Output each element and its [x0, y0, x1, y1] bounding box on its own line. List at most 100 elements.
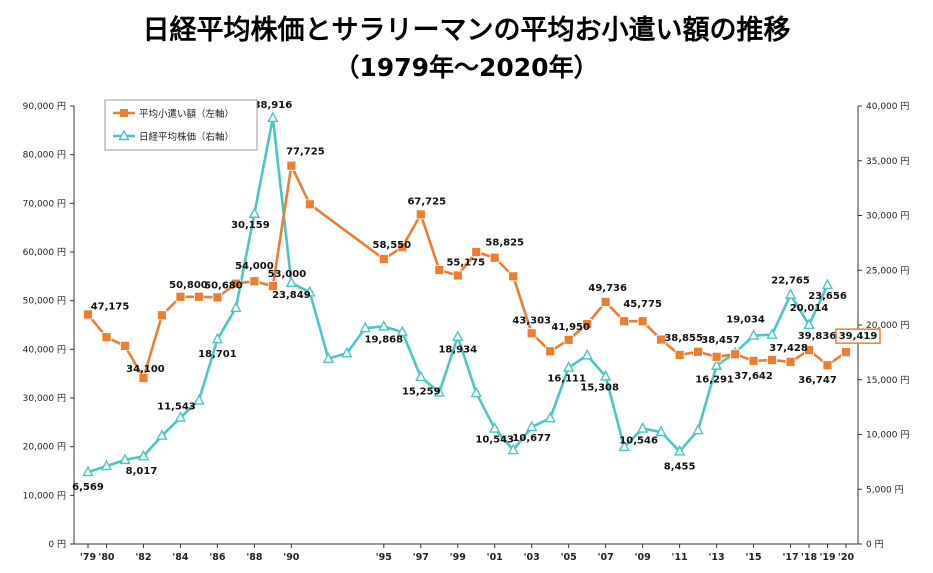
nikkei-point [267, 111, 279, 123]
allowance-point [415, 209, 426, 220]
nikkei-point [415, 370, 427, 382]
nikkei-point [766, 328, 778, 339]
allowance-data-label: 38,457 [701, 335, 740, 346]
allowance-point [175, 291, 186, 302]
nikkei-point [784, 288, 797, 299]
allowance-data-label: 58,550 [373, 240, 412, 251]
left-axis-tick-label: 0 円 [48, 539, 66, 550]
x-axis-tick-label: '80 [98, 552, 115, 563]
allowance-point [748, 355, 759, 366]
nikkei-point [599, 369, 612, 381]
nikkei-data-label: 10,543 [475, 435, 514, 446]
nikkei-data-label: 8,455 [664, 461, 696, 472]
left-axis-tick-label: 10,000 円 [23, 490, 66, 501]
allowance-point [452, 270, 463, 281]
x-axis-tick-label: '19 [819, 552, 835, 563]
nikkei-point [581, 348, 593, 360]
nikkei-data-label: 10,546 [619, 436, 658, 447]
allowance-point [378, 254, 389, 264]
allowance-point [767, 355, 777, 365]
nikkei-point [563, 361, 575, 372]
legend-box [104, 99, 258, 151]
nikkei-point [747, 329, 760, 340]
x-axis-tick-label: '90 [283, 552, 300, 563]
nikkei-point [526, 420, 538, 432]
allowance-data-label: 58,825 [485, 238, 524, 249]
allowance-point [157, 310, 167, 321]
allowance-point [508, 271, 519, 282]
nikkei-data-label: 15,259 [402, 386, 441, 397]
nikkei-data-label: 19,868 [365, 334, 404, 345]
nikkei-data-label: 23,656 [808, 291, 847, 302]
allowance-point [785, 356, 796, 367]
left-axis-tick-label: 40,000 円 [23, 344, 66, 355]
chart-title: 日経平均株価とサラリーマンの平均お小遣い額の推移 [142, 15, 791, 46]
allowance-point [619, 316, 630, 327]
x-axis-tick-label: '20 [838, 552, 855, 563]
allowance-data-label: 53,000 [268, 269, 307, 280]
allowance-point [194, 291, 204, 302]
left-axis-tick-label: 60,000 円 [23, 247, 66, 258]
right-axis-tick-label: 0 円 [866, 539, 884, 550]
nikkei-point [433, 385, 445, 397]
allowance-data-label: 45,775 [623, 299, 662, 310]
nikkei-data-label: 20,014 [790, 303, 829, 314]
nikkei-point [211, 332, 224, 344]
allowance-point [711, 351, 722, 362]
nikkei-data-label: 22,765 [771, 276, 810, 287]
allowance-point [249, 276, 260, 287]
x-axis-tick-label: '97 [413, 552, 429, 563]
allowance-data-label: 54,000 [235, 261, 274, 272]
nikkei-point [636, 422, 649, 433]
x-axis-tick-label: '86 [209, 552, 226, 563]
chart-subtitle: （1979年〜2020年） [334, 53, 599, 82]
allowance-point [267, 281, 278, 291]
legend-nikkei-label: 日経平均株価（右軸） [139, 131, 234, 143]
nikkei-data-label: 30,159 [231, 220, 270, 231]
allowance-data-label: 38,855 [664, 333, 703, 344]
allowance-point [693, 346, 703, 357]
x-axis-tick-label: '09 [635, 552, 651, 563]
allowance-data-label: 77,725 [286, 147, 325, 158]
allowance-point [563, 334, 574, 345]
allowance-point [822, 360, 833, 371]
right-axis-tick-label: 5,000 円 [866, 484, 904, 495]
nikkei-point [341, 346, 353, 358]
left-axis-tick-label: 70,000 円 [23, 198, 66, 209]
nikkei-point [378, 319, 390, 331]
nikkei-point [304, 285, 316, 297]
allowance-data-label: 47,175 [91, 301, 130, 312]
allowance-point [526, 328, 537, 339]
allowance-point [600, 297, 611, 307]
right-axis-tick-label: 25,000 円 [866, 265, 909, 276]
allowance-point [471, 247, 482, 257]
allowance-point [286, 160, 297, 171]
left-axis-tick-label: 30,000 円 [23, 393, 66, 404]
allowance-point [637, 316, 648, 327]
nikkei-point [156, 429, 168, 440]
allowance-point [656, 334, 667, 345]
nikkei-data-label: 10,677 [512, 433, 551, 444]
nikkei-data-label: 19,034 [726, 315, 765, 326]
allowance-point [582, 319, 593, 329]
nikkei-point [322, 352, 335, 363]
allowance-data-label: 50,680 [204, 280, 243, 291]
legend-nikkei-marker [118, 129, 130, 141]
x-axis-tick-label: '05 [561, 552, 577, 563]
nikkei-point [692, 423, 704, 435]
allowance-data-label: 34,100 [126, 364, 165, 375]
x-axis-tick-label: '95 [376, 552, 392, 563]
allowance-point [304, 199, 315, 210]
allowance-point [120, 341, 130, 351]
right-axis-tick-label: 35,000 円 [866, 156, 909, 167]
nikkei-point [470, 386, 482, 398]
allowance-point [101, 332, 112, 343]
allowance-point [138, 373, 149, 383]
x-axis-tick-label: '88 [246, 552, 263, 563]
nikkei-point [673, 444, 686, 456]
x-axis-tick-label: '03 [524, 552, 540, 563]
allowance-data-label: 39,419 [839, 331, 878, 342]
right-axis-tick-label: 30,000 円 [866, 211, 909, 222]
allowance-data-label: 39,836 [798, 331, 837, 342]
